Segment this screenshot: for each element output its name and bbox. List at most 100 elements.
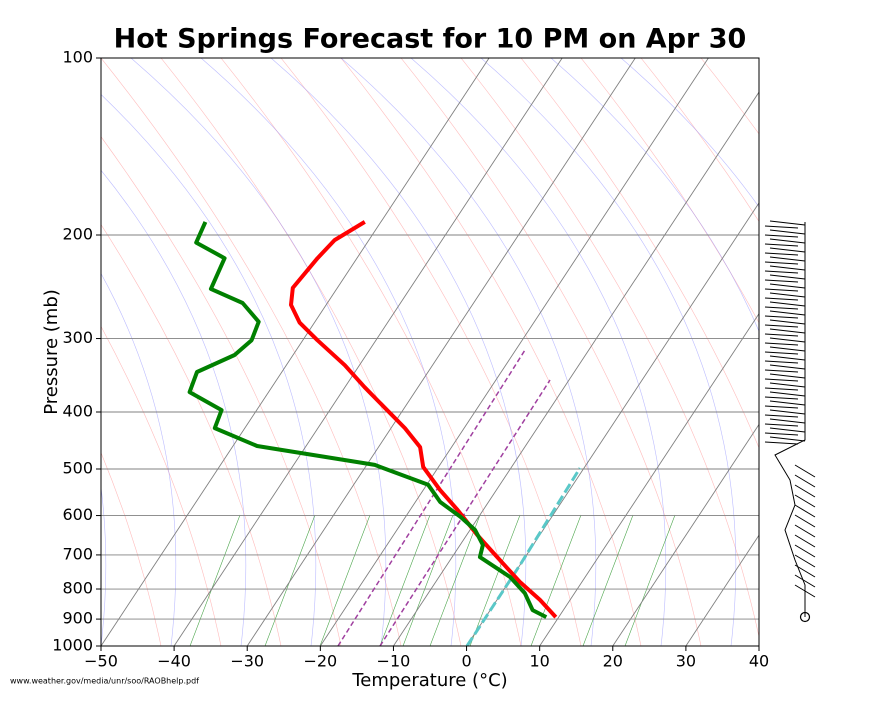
moist-line [465, 467, 582, 646]
moist-adiabat [101, 273, 177, 646]
y-tick-label: 1000 [52, 636, 93, 655]
moist-adiabat [550, 58, 759, 333]
profile-line [187, 221, 548, 619]
barb [769, 355, 806, 361]
x-tick-label: −50 [84, 652, 118, 671]
y-tick-label: 600 [62, 505, 93, 524]
barb [764, 225, 799, 229]
parcel-line [379, 379, 551, 646]
dry-adiabat [101, 58, 402, 646]
barb [764, 369, 799, 373]
isotherm [101, 58, 490, 646]
plot-frame [100, 57, 760, 647]
barb [764, 270, 799, 274]
chart-title: Hot Springs Forecast for 10 PM on Apr 30 [114, 24, 747, 55]
moist-adiabat [101, 169, 247, 646]
y-tick-label: 800 [62, 579, 93, 598]
mixing-line [319, 514, 371, 646]
mixing-line [469, 514, 521, 646]
isotherm [685, 534, 759, 646]
dry-adiabat [340, 58, 642, 646]
mixing-line [582, 514, 634, 646]
barb [794, 514, 816, 528]
barb [769, 319, 806, 325]
barb [769, 400, 806, 406]
barb [764, 351, 799, 355]
barb [769, 265, 806, 271]
moist-adiabat [0, 58, 36, 646]
barb [769, 301, 806, 307]
barb [769, 364, 806, 370]
y-tick-label: 900 [62, 609, 93, 628]
isotherm [612, 423, 759, 646]
barb [764, 387, 799, 391]
dry-adiabat [0, 58, 41, 646]
mixing-line [624, 514, 676, 646]
mixing-line [402, 514, 454, 646]
x-tick-label: 10 [529, 652, 549, 671]
y-tick-label: 500 [62, 458, 93, 477]
mixing-line [429, 514, 481, 646]
barb [764, 360, 799, 364]
barb [764, 342, 799, 346]
y-tick-label: 300 [62, 328, 93, 347]
barb [794, 464, 816, 478]
dry-adiabat [580, 58, 759, 324]
dry-adiabat [220, 58, 522, 646]
mixing-line [379, 514, 431, 646]
x-tick-label: 40 [749, 652, 769, 671]
moist-adiabat [480, 58, 737, 646]
y-axis-label: Pressure (mb) [41, 289, 62, 415]
x-tick-label: 0 [461, 652, 471, 671]
dry-adiabat [460, 58, 759, 639]
barb [794, 554, 816, 568]
source-note: www.weather.gov/media/unr/soo/RAOBhelp.p… [10, 677, 199, 686]
barb [764, 234, 799, 238]
dry-adiabat [280, 58, 582, 646]
isotherm [539, 312, 759, 646]
dry-adiabat [160, 58, 462, 646]
barb [794, 524, 816, 538]
barb [794, 474, 816, 488]
moist-adiabat [101, 94, 317, 646]
barb [769, 328, 806, 334]
moist-adiabat [340, 58, 597, 646]
barb [769, 229, 806, 235]
barb [769, 436, 806, 442]
moist-adiabat [270, 58, 527, 646]
isotherm [393, 91, 759, 646]
isotherm [758, 645, 759, 646]
barb [769, 310, 806, 316]
barb [764, 441, 799, 445]
dry-adiabat [700, 58, 759, 135]
barb [764, 396, 799, 400]
barb [769, 391, 806, 397]
barb [764, 432, 799, 436]
plot-area [187, 220, 582, 646]
barb [794, 584, 816, 598]
mixing-line [189, 514, 241, 646]
barb [764, 423, 799, 427]
barb [764, 243, 799, 247]
barb [764, 315, 799, 319]
x-tick-label: −20 [303, 652, 337, 671]
barb [769, 373, 806, 379]
x-tick-label: −40 [157, 652, 191, 671]
y-tick-label: 700 [62, 544, 93, 563]
barb [794, 564, 816, 578]
dry-adiabat [101, 452, 162, 646]
barb [764, 333, 799, 337]
dry-adiabat [101, 325, 222, 646]
moist-adiabat [130, 58, 387, 646]
dry-adiabat [101, 224, 282, 646]
barb [764, 324, 799, 328]
barb [769, 382, 806, 388]
barb [794, 534, 816, 548]
barb [794, 494, 816, 508]
barb [764, 306, 799, 310]
barb [764, 252, 799, 256]
dry-adiabat [520, 58, 759, 449]
mixing-line [530, 514, 582, 646]
barb [769, 337, 806, 343]
